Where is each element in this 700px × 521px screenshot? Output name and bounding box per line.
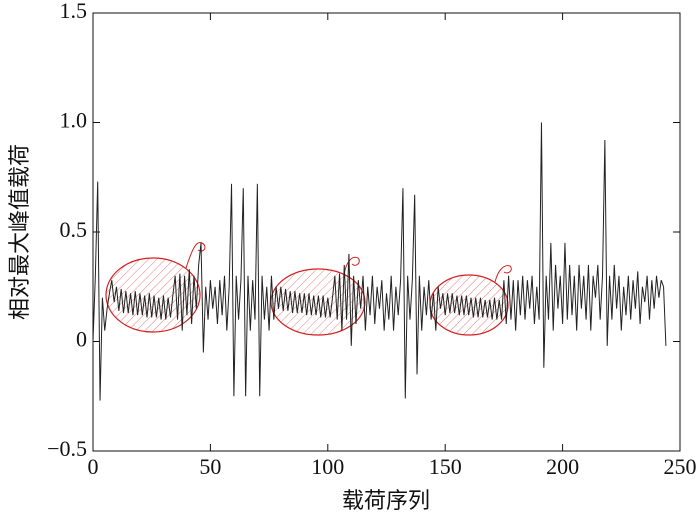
- callout: [494, 265, 512, 283]
- x-tick-label: 100: [311, 454, 344, 479]
- y-tick-label: −0.5: [47, 436, 87, 461]
- y-tick-label: 1.5: [60, 0, 88, 23]
- y-axis-label: 相对最大峰值载荷: [7, 144, 32, 320]
- plot-frame: [92, 12, 681, 452]
- x-tick-label: 200: [546, 454, 579, 479]
- y-tick-label: 0.5: [60, 217, 88, 242]
- highlight-ellipse: [429, 274, 509, 336]
- x-tick-label: 150: [429, 454, 462, 479]
- highlight-ellipse: [105, 257, 201, 333]
- data-line: [92, 122, 667, 401]
- y-tick-label: 0: [76, 327, 87, 352]
- callout: [343, 256, 360, 276]
- callout: [185, 241, 206, 269]
- annotations: [105, 241, 512, 336]
- x-tick-label: 50: [199, 454, 221, 479]
- x-tick-label: 250: [664, 454, 697, 479]
- x-axis-label: 载荷序列: [342, 488, 430, 513]
- y-tick-label: 1.0: [60, 108, 88, 133]
- x-tick-label: 0: [88, 454, 99, 479]
